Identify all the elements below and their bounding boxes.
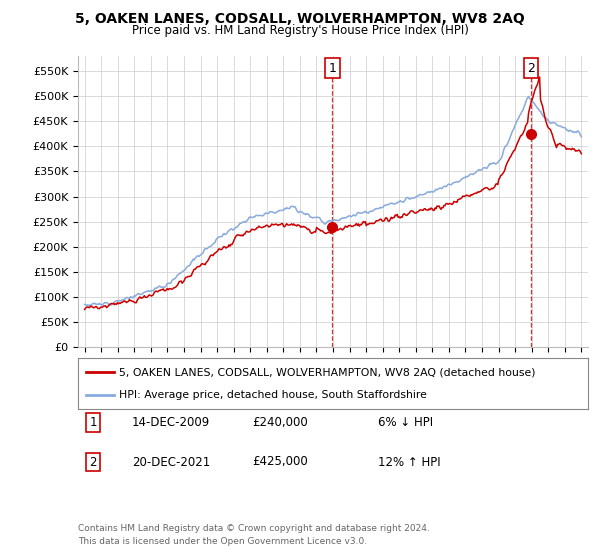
Text: 1: 1	[328, 62, 336, 75]
Text: 6% ↓ HPI: 6% ↓ HPI	[378, 416, 433, 430]
Text: £240,000: £240,000	[252, 416, 308, 430]
Text: This data is licensed under the Open Government Licence v3.0.: This data is licensed under the Open Gov…	[78, 537, 367, 546]
Text: HPI: Average price, detached house, South Staffordshire: HPI: Average price, detached house, Sout…	[119, 390, 427, 400]
Text: £425,000: £425,000	[252, 455, 308, 469]
Text: 5, OAKEN LANES, CODSALL, WOLVERHAMPTON, WV8 2AQ: 5, OAKEN LANES, CODSALL, WOLVERHAMPTON, …	[75, 12, 525, 26]
Text: 2: 2	[89, 455, 97, 469]
Text: 12% ↑ HPI: 12% ↑ HPI	[378, 455, 440, 469]
Text: 2: 2	[527, 62, 535, 75]
Text: 14-DEC-2009: 14-DEC-2009	[132, 416, 210, 430]
Text: 5, OAKEN LANES, CODSALL, WOLVERHAMPTON, WV8 2AQ (detached house): 5, OAKEN LANES, CODSALL, WOLVERHAMPTON, …	[119, 367, 535, 377]
Text: Contains HM Land Registry data © Crown copyright and database right 2024.: Contains HM Land Registry data © Crown c…	[78, 524, 430, 533]
Text: Price paid vs. HM Land Registry's House Price Index (HPI): Price paid vs. HM Land Registry's House …	[131, 24, 469, 36]
Text: 20-DEC-2021: 20-DEC-2021	[132, 455, 210, 469]
Text: 1: 1	[89, 416, 97, 430]
